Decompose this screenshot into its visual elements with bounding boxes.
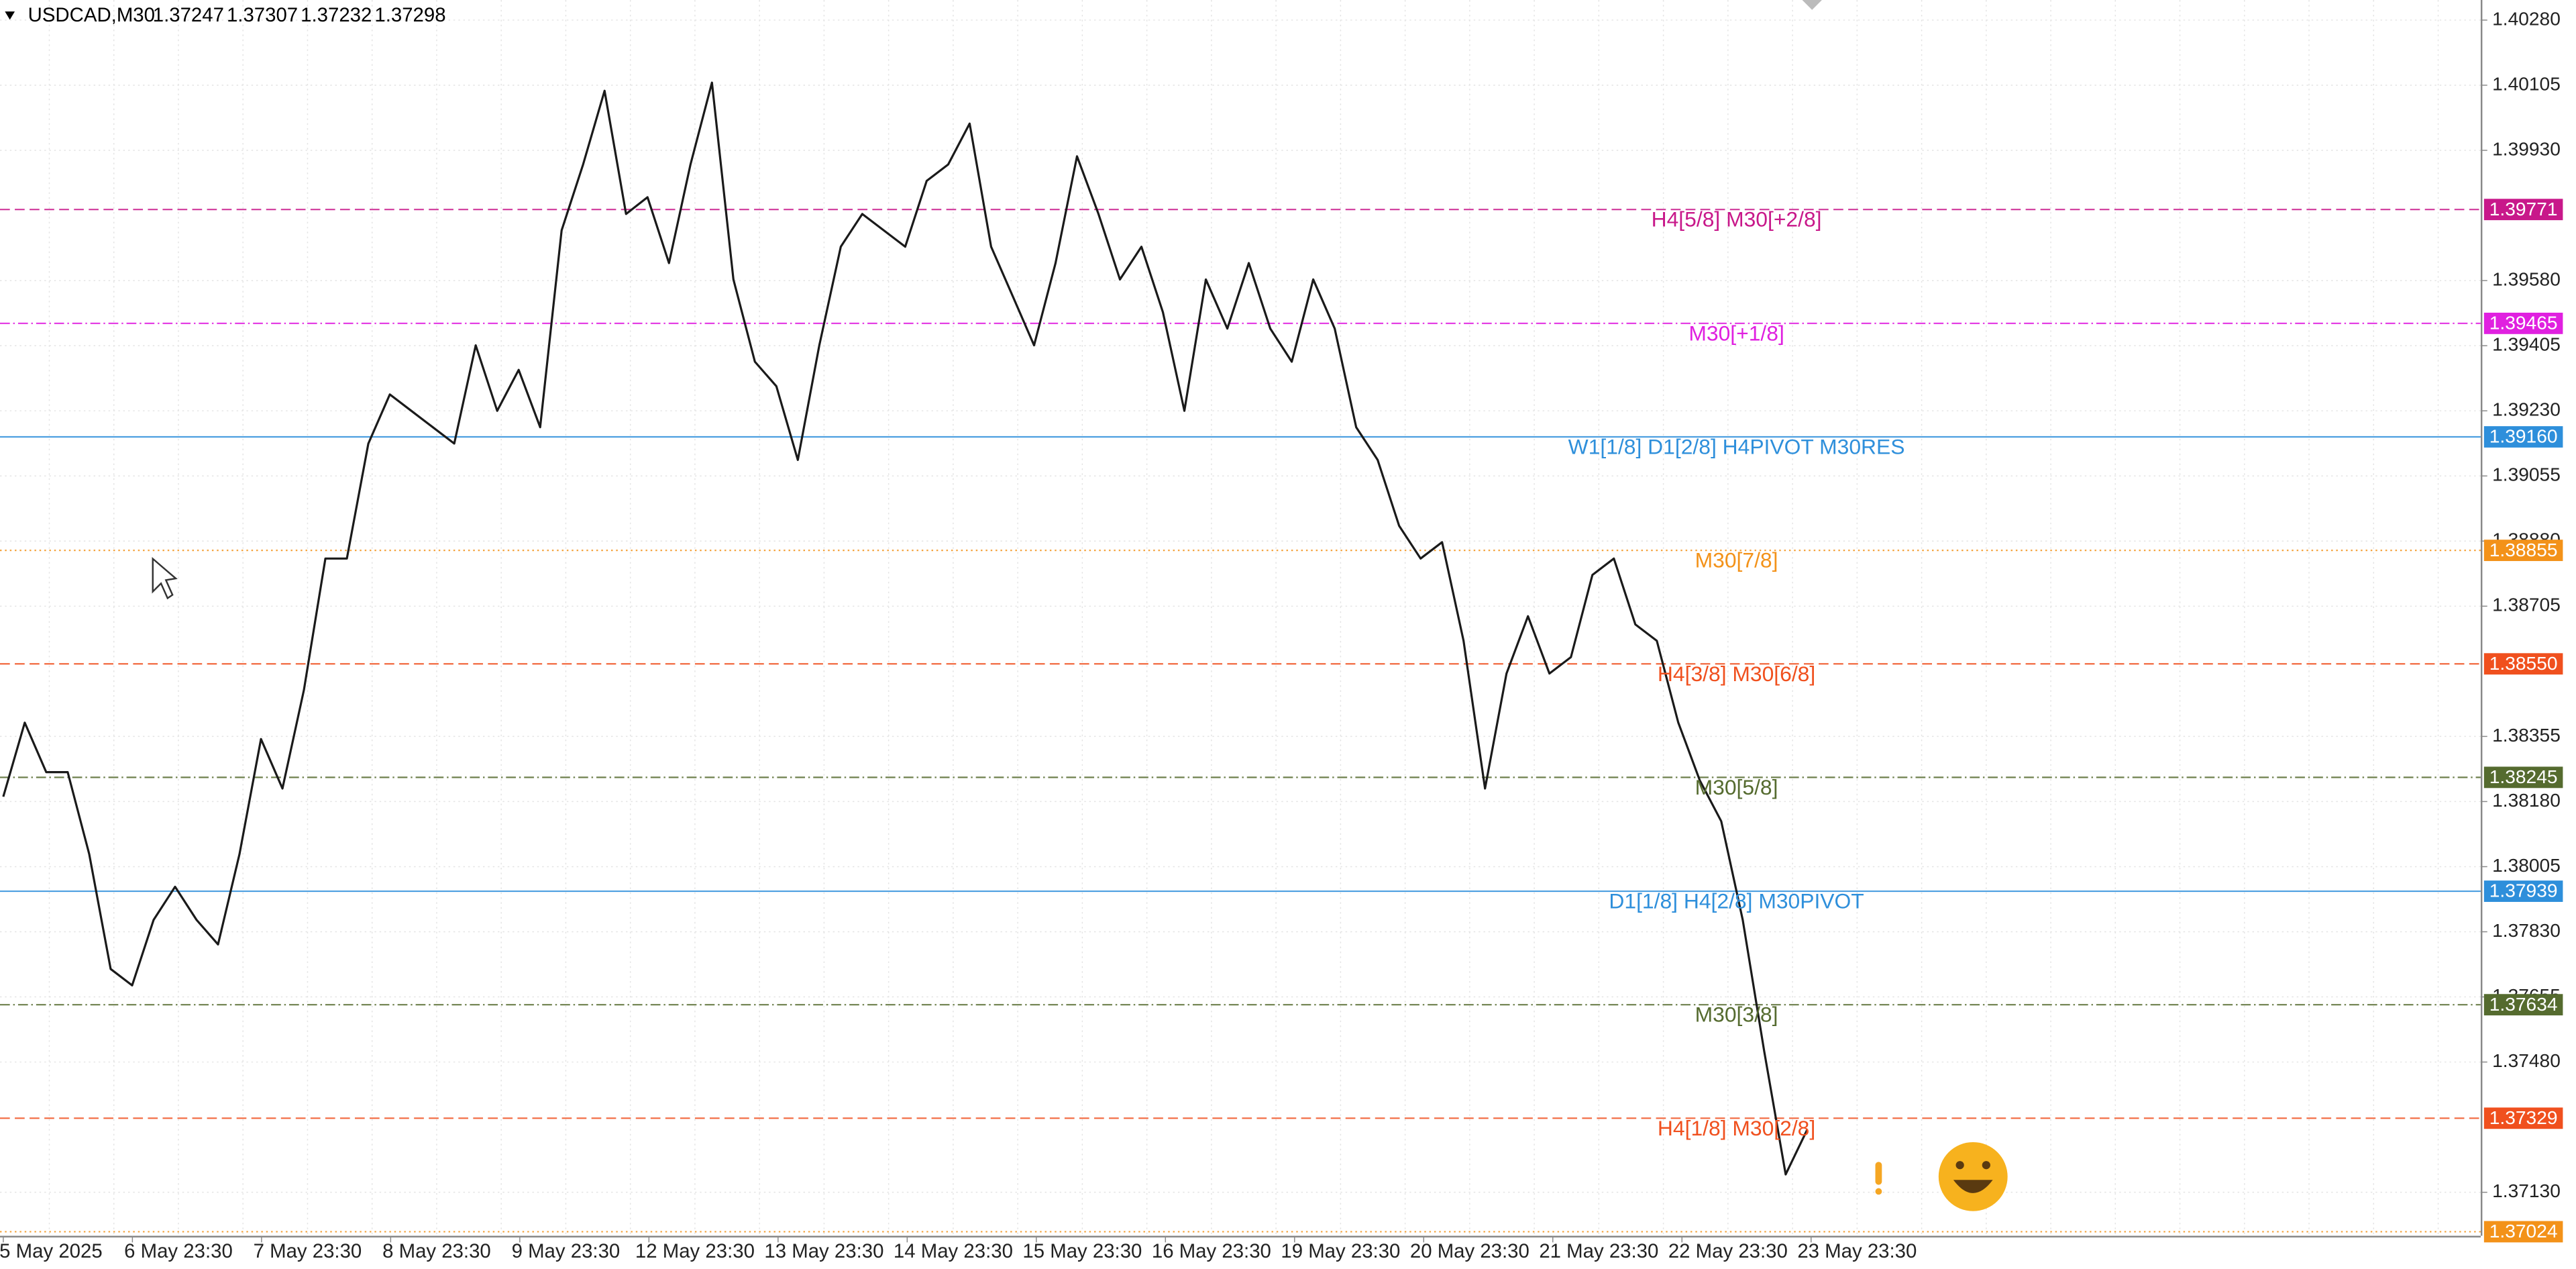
price-tag-label: 1.38245 [2489, 766, 2558, 787]
x-tick-label: 22 May 23:30 [1668, 1240, 1788, 1262]
level-label: H4[1/8] M30[2/8] [1658, 1116, 1815, 1140]
y-tick-label: 1.39580 [2492, 269, 2561, 290]
y-tick-label: 1.40105 [2492, 73, 2561, 94]
price-tag-label: 1.38550 [2489, 653, 2558, 674]
price-tag [2483, 880, 2563, 902]
emoji-face [1938, 1141, 2008, 1211]
x-tick-label: 15 May 23:30 [1022, 1240, 1142, 1262]
price-tag-label: 1.37024 [2489, 1221, 2558, 1241]
alert-icon-dot [1875, 1188, 1882, 1195]
x-tick-label: 6 May 23:30 [124, 1240, 233, 1262]
price-tag [2483, 653, 2563, 675]
price-line [2, 81, 1809, 1176]
y-tick-label: 1.39405 [2492, 334, 2561, 355]
mouse-cursor [152, 556, 178, 600]
y-tick-label: 1.38180 [2492, 790, 2561, 811]
price-tag-label: 1.38855 [2489, 540, 2558, 560]
level-label: W1[1/8] D1[2/8] H4PIVOT M30RES [1568, 435, 1905, 459]
y-tick-label: 1.37130 [2492, 1180, 2561, 1201]
price-tag [2483, 312, 2563, 334]
y-tick-label: 1.40280 [2492, 8, 2561, 29]
symbol: USDCAD,M30 [28, 4, 155, 26]
y-tick-label: 1.39230 [2492, 399, 2561, 420]
price-tag [2483, 1221, 2563, 1243]
level-label: D1[1/8] H4[2/8] M30PIVOT [1609, 889, 1864, 913]
level-label: M30[5/8] [1695, 775, 1778, 799]
emoji-mouth [1953, 1180, 1993, 1193]
low: 1.37232 [301, 4, 372, 26]
close: 1.37298 [374, 4, 445, 26]
price-axis [2480, 0, 2576, 1269]
price-tag-label: 1.39160 [2489, 426, 2558, 447]
price-tag [2483, 1107, 2563, 1129]
y-tick-label: 1.37830 [2492, 920, 2561, 941]
level-label: H4[5/8] M30[+2/8] [1652, 207, 1822, 232]
shift-marker [1802, 0, 1822, 10]
y-tick-label: 1.38005 [2492, 855, 2561, 876]
price-tag [2483, 994, 2563, 1016]
emoji-eye [1955, 1161, 1964, 1170]
x-tick-label: 5 May 2025 [0, 1240, 103, 1262]
level-label: M30[+1/8] [1688, 321, 1784, 345]
price-tag-label: 1.39771 [2489, 199, 2558, 219]
x-tick-label: 8 May 23:30 [382, 1240, 491, 1262]
x-tick-label: 23 May 23:30 [1797, 1240, 1917, 1262]
price-tag [2483, 766, 2563, 789]
plot-area: H4[5/8] M30[+2/8] M30[+1/8] W1[1/8] D1[2/8… [0, 0, 2481, 1236]
high: 1.37307 [227, 4, 298, 26]
menu-arrow[interactable] [5, 11, 15, 20]
x-tick-label: 13 May 23:30 [764, 1240, 883, 1262]
x-tick-label: 20 May 23:30 [1410, 1240, 1529, 1262]
alert-icon[interactable] [1875, 1162, 1882, 1185]
price-tag [2483, 540, 2563, 562]
y-tick-label: 1.39055 [2492, 464, 2561, 485]
x-tick-label: 19 May 23:30 [1281, 1240, 1400, 1262]
x-tick-label: 12 May 23:30 [635, 1240, 755, 1262]
x-tick-label: 21 May 23:30 [1539, 1240, 1658, 1262]
level-label: M30[3/8] [1695, 1003, 1778, 1027]
price-tag [2483, 426, 2563, 448]
level-label: H4[3/8] M30[6/8] [1658, 662, 1815, 686]
level-label: M30[7/8] [1695, 548, 1778, 572]
y-tick-label: 1.39930 [2492, 138, 2561, 159]
emoji-eye [1982, 1161, 1990, 1170]
x-tick-label: 14 May 23:30 [894, 1240, 1013, 1262]
price-tag-label: 1.37939 [2489, 880, 2558, 901]
axis-labels: 1.40280 1.40105 1.39930 1.39580 1.39405 1.392… [0, 8, 2563, 1262]
y-tick-label: 1.37480 [2492, 1050, 2561, 1071]
x-tick-label: 7 May 23:30 [254, 1240, 362, 1262]
emoji-icon[interactable] [1938, 1141, 2008, 1211]
y-tick-label: 1.38705 [2492, 595, 2561, 615]
x-tick-label: 9 May 23:30 [512, 1240, 621, 1262]
price-tag-label: 1.37329 [2489, 1107, 2558, 1128]
x-tick-label: 16 May 23:30 [1152, 1240, 1271, 1262]
open: 1.37247 [153, 4, 224, 26]
y-tick-label: 1.38355 [2492, 725, 2561, 746]
price-tag-label: 1.39465 [2489, 313, 2558, 334]
price-tag [2483, 199, 2563, 221]
price-tag-label: 1.37634 [2489, 994, 2558, 1015]
